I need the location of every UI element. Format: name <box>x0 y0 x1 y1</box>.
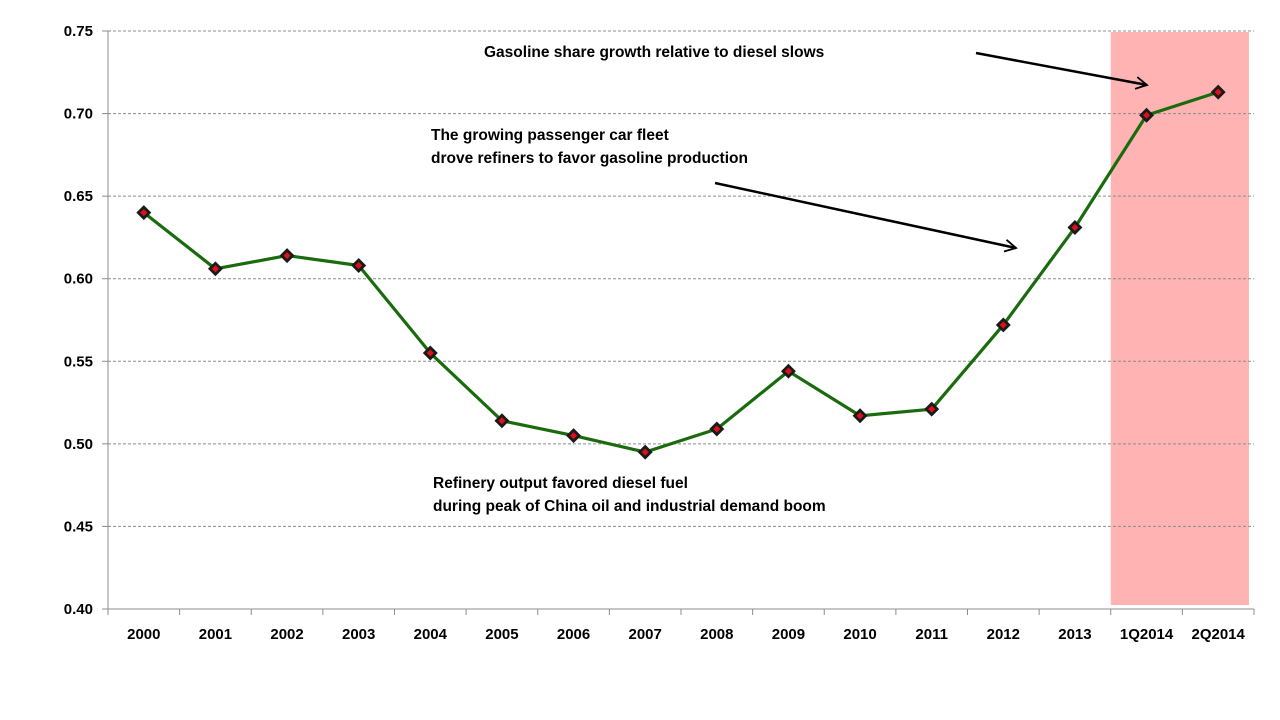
x-tick-label: 2002 <box>270 626 303 643</box>
data-point-marker <box>709 421 725 437</box>
data-point-marker <box>207 261 223 277</box>
data-point-marker <box>1067 220 1083 235</box>
data-point-marker <box>637 444 653 460</box>
y-tick-label: 0.40 <box>64 601 93 618</box>
x-tick-label: 2008 <box>700 626 733 643</box>
x-tick-label: 2012 <box>987 626 1020 643</box>
highlight-band <box>1110 32 1249 605</box>
y-tick-label: 0.55 <box>64 353 93 370</box>
annotation-bottom-line-1: Refinery output favored diesel fuel <box>433 475 688 492</box>
annotation-middle-line-1: The growing passenger car fleet <box>431 127 669 144</box>
x-tick-label: 2006 <box>557 626 590 643</box>
x-tick-label: 2007 <box>629 626 662 643</box>
data-point-marker <box>422 345 438 361</box>
x-tick-label: 2001 <box>199 626 232 643</box>
data-point-marker <box>136 205 152 221</box>
series-line <box>142 90 1219 454</box>
x-tick-label: 2000 <box>127 626 160 643</box>
annotation-top-arrow <box>975 51 1149 90</box>
data-point-marker <box>279 248 295 264</box>
annotation-middle-line-2: drove refiners to favor gasoline product… <box>431 150 748 167</box>
x-tick-label: 2011 <box>915 626 948 643</box>
data-point-marker <box>494 413 510 429</box>
y-tick-label: 0.60 <box>64 271 93 288</box>
y-tick-label: 0.70 <box>64 106 93 123</box>
x-tick-label: 2003 <box>342 626 375 643</box>
y-tick-label: 0.65 <box>64 188 93 205</box>
x-tick-label: 2013 <box>1058 626 1091 643</box>
annotation-middle-arrow <box>714 181 1018 253</box>
data-point-marker <box>566 428 582 444</box>
x-tick-label: 2009 <box>772 626 805 643</box>
x-tick-label: 2004 <box>414 626 448 643</box>
y-tick-label: 0.45 <box>64 518 93 535</box>
data-point-marker <box>351 258 367 273</box>
y-tick-label: 0.75 <box>64 23 93 40</box>
annotation-bottom-line-2: during peak of China oil and industrial … <box>433 498 826 515</box>
data-point-marker <box>924 401 940 417</box>
data-point-marker <box>1210 84 1226 100</box>
x-tick-label: 1Q2014 <box>1120 626 1174 643</box>
x-tick-label: 2005 <box>485 626 518 643</box>
annotation-top-line-1: Gasoline share growth relative to diesel… <box>484 44 824 61</box>
x-tick-label: 2Q2014 <box>1191 626 1245 643</box>
data-point-marker <box>995 317 1011 333</box>
data-point-marker <box>780 363 796 379</box>
data-point-marker <box>1139 107 1155 123</box>
data-point-marker <box>852 408 868 424</box>
x-tick-label: 2010 <box>843 626 876 643</box>
y-tick-label: 0.50 <box>64 436 93 453</box>
